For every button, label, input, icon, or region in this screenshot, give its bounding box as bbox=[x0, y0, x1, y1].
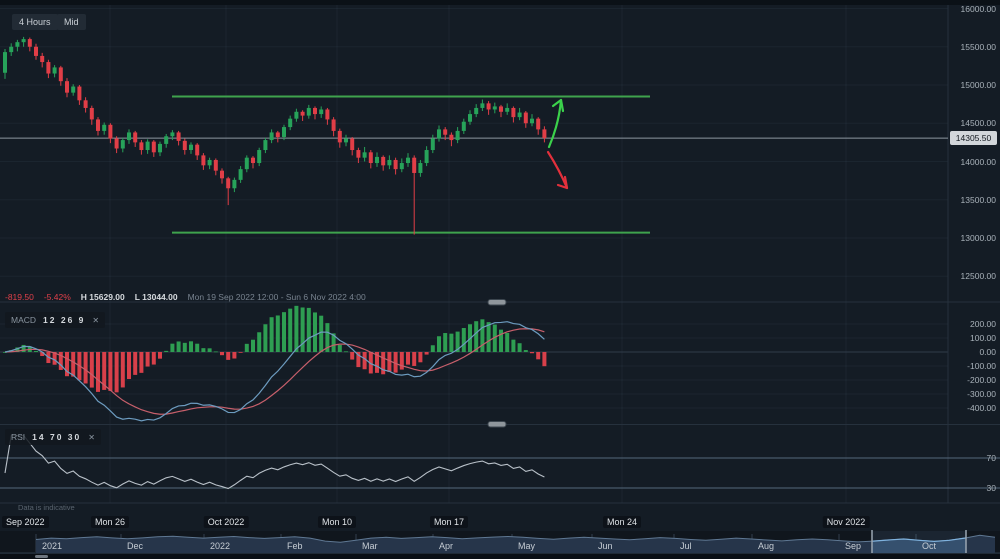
pane-resize-handle[interactable] bbox=[487, 299, 507, 306]
macd-label: MACD bbox=[11, 315, 37, 325]
price-type-selector[interactable]: Mid bbox=[57, 14, 86, 30]
macd-params: 12 26 9 bbox=[43, 315, 86, 325]
macd-indicator-chip[interactable]: MACD 12 26 9 ✕ bbox=[5, 312, 106, 328]
low-value: L 13044.00 bbox=[134, 292, 178, 302]
high-value: H 15629.00 bbox=[80, 292, 125, 302]
current-price-badge: 14305.50 bbox=[950, 131, 997, 145]
gridlines bbox=[0, 5, 948, 503]
rsi-indicator-chip[interactable]: RSI 14 70 30 ✕ bbox=[5, 429, 101, 445]
price-overlays bbox=[0, 95, 948, 234]
rsi-close-icon[interactable]: ✕ bbox=[88, 432, 95, 442]
indicative-note: Data is indicative bbox=[18, 503, 75, 512]
change-percent: -5.42% bbox=[43, 292, 71, 302]
navigator-window[interactable] bbox=[36, 531, 995, 553]
navigator bbox=[35, 530, 996, 553]
candlestick-series bbox=[3, 36, 547, 235]
price-stats-row: -819.50 -5.42% H 15629.00 L 13044.00 Mon… bbox=[5, 292, 366, 302]
pane-handles bbox=[35, 299, 507, 558]
rsi-label: RSI bbox=[11, 432, 26, 442]
trend-arrows bbox=[546, 98, 569, 190]
rsi-params: 14 70 30 bbox=[32, 432, 82, 442]
rsi-series bbox=[0, 434, 1000, 490]
macd-series bbox=[3, 305, 547, 422]
date-range: Mon 19 Sep 2022 12:00 - Sun 6 Nov 2022 4… bbox=[187, 292, 366, 302]
change-value: -819.50 bbox=[5, 292, 34, 302]
timeframe-selector[interactable]: 4 Hours bbox=[12, 14, 58, 30]
pane-resize-handle[interactable] bbox=[487, 421, 507, 428]
scrollbar-handle[interactable] bbox=[35, 555, 48, 558]
macd-close-icon[interactable]: ✕ bbox=[92, 315, 100, 325]
